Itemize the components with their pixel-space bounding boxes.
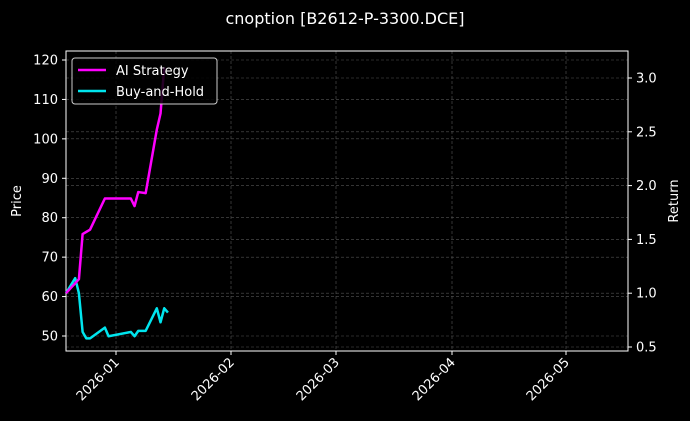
- y-tick-label: 50: [41, 330, 58, 345]
- chart-title: cnoption [B2612-P-3300.DCE]: [225, 9, 464, 28]
- y-tick-label: 110: [33, 93, 58, 108]
- x-tick-label: 2026-04: [410, 355, 459, 404]
- series-line-buy-and-hold: [64, 276, 169, 340]
- y-axis-label-left: Price: [10, 185, 25, 217]
- x-tick-label: 2026-05: [524, 355, 573, 404]
- y-right-tick-label: 0.5: [636, 341, 657, 356]
- y-tick-label: 60: [41, 290, 58, 305]
- plot-area: [65, 50, 629, 352]
- legend: AI Strategy Buy-and-Hold: [71, 57, 218, 105]
- series-line-ai-strategy: [65, 67, 166, 295]
- left-y-axis: 50 60 70 80 90 100 110 120: [33, 54, 66, 345]
- y-axis-label-right: Return: [667, 179, 682, 222]
- legend-label-buy-and-hold: Buy-and-Hold: [116, 85, 204, 100]
- y-right-tick-label: 3.0: [636, 72, 657, 87]
- y-right-tick-label: 2.5: [636, 125, 657, 140]
- y-right-tick-label: 1.5: [636, 233, 657, 248]
- x-tick-label: 2026-01: [74, 355, 123, 404]
- grid-lines: [66, 51, 628, 351]
- y-tick-label: 80: [41, 211, 58, 226]
- y-tick-label: 120: [33, 54, 58, 69]
- y-tick-label: 70: [41, 251, 58, 266]
- y-right-tick-label: 2.0: [636, 179, 657, 194]
- series-layer: [64, 67, 169, 340]
- y-right-tick-label: 1.0: [636, 287, 657, 302]
- right-y-axis: 0.5 1.0 1.5 2.0 2.5 3.0: [628, 72, 657, 356]
- x-tick-label: 2026-03: [294, 355, 343, 404]
- y-tick-label: 90: [41, 172, 58, 187]
- x-tick-label: 2026-02: [189, 355, 238, 404]
- y-tick-label: 100: [33, 132, 58, 147]
- legend-label-ai-strategy: AI Strategy: [116, 64, 189, 79]
- x-axis: 2026-01 2026-02 2026-03 2026-04 2026-05: [74, 351, 573, 404]
